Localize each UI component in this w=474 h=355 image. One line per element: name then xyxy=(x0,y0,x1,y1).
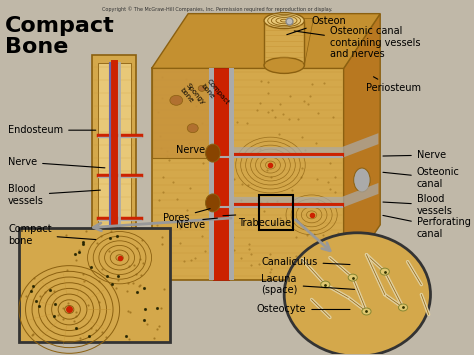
Text: Nerve: Nerve xyxy=(176,220,205,230)
Polygon shape xyxy=(98,64,130,291)
Text: Trabeculae: Trabeculae xyxy=(238,218,292,228)
Ellipse shape xyxy=(399,304,408,311)
Ellipse shape xyxy=(264,58,304,73)
Text: Spongy
bone: Spongy bone xyxy=(179,82,206,111)
Ellipse shape xyxy=(198,85,206,91)
Text: Canaliculus: Canaliculus xyxy=(261,257,350,267)
Polygon shape xyxy=(92,55,136,300)
Text: Endosteum: Endosteum xyxy=(8,125,96,135)
Ellipse shape xyxy=(187,124,198,133)
Ellipse shape xyxy=(206,144,220,162)
Bar xyxy=(264,21,304,65)
Ellipse shape xyxy=(264,13,304,29)
Text: Osteonic
canal: Osteonic canal xyxy=(383,167,460,189)
Polygon shape xyxy=(152,69,225,158)
Text: Compact
bone: Compact bone xyxy=(200,78,230,110)
Polygon shape xyxy=(229,69,234,280)
Text: Osteon: Osteon xyxy=(287,16,346,35)
Ellipse shape xyxy=(362,308,371,315)
Ellipse shape xyxy=(321,281,330,288)
Polygon shape xyxy=(213,69,229,280)
Polygon shape xyxy=(209,69,214,280)
Text: Lacuna
(space): Lacuna (space) xyxy=(261,274,355,295)
Text: Nerve: Nerve xyxy=(8,157,105,168)
Polygon shape xyxy=(152,69,344,280)
Text: Nerve: Nerve xyxy=(383,150,446,160)
Text: Blood
vessels: Blood vessels xyxy=(8,184,100,206)
Text: Compact
Bone: Compact Bone xyxy=(5,16,115,57)
Ellipse shape xyxy=(348,274,357,281)
Text: Osteocyte: Osteocyte xyxy=(257,305,350,315)
Bar xyxy=(19,228,170,342)
Ellipse shape xyxy=(170,95,182,105)
Text: Osteonic canal
containing vessels
and nerves: Osteonic canal containing vessels and ne… xyxy=(294,26,420,59)
Text: Nerve: Nerve xyxy=(176,145,205,155)
Ellipse shape xyxy=(206,194,220,212)
Ellipse shape xyxy=(354,168,370,192)
Text: Compact
bone: Compact bone xyxy=(8,224,96,246)
Text: Perforating
canal: Perforating canal xyxy=(383,215,471,239)
Polygon shape xyxy=(152,13,380,69)
Ellipse shape xyxy=(380,268,389,275)
Polygon shape xyxy=(264,18,313,65)
Polygon shape xyxy=(344,13,380,280)
Ellipse shape xyxy=(211,104,220,112)
Text: Periosteum: Periosteum xyxy=(366,77,421,93)
Text: Blood
vessels: Blood vessels xyxy=(383,194,453,216)
Text: Copyright © The McGraw-Hill Companies, Inc. Permission required for reproduction: Copyright © The McGraw-Hill Companies, I… xyxy=(102,7,333,12)
Bar xyxy=(259,195,293,230)
Polygon shape xyxy=(213,133,378,158)
Text: Pores: Pores xyxy=(164,209,210,223)
Ellipse shape xyxy=(284,233,430,355)
Polygon shape xyxy=(213,183,378,208)
